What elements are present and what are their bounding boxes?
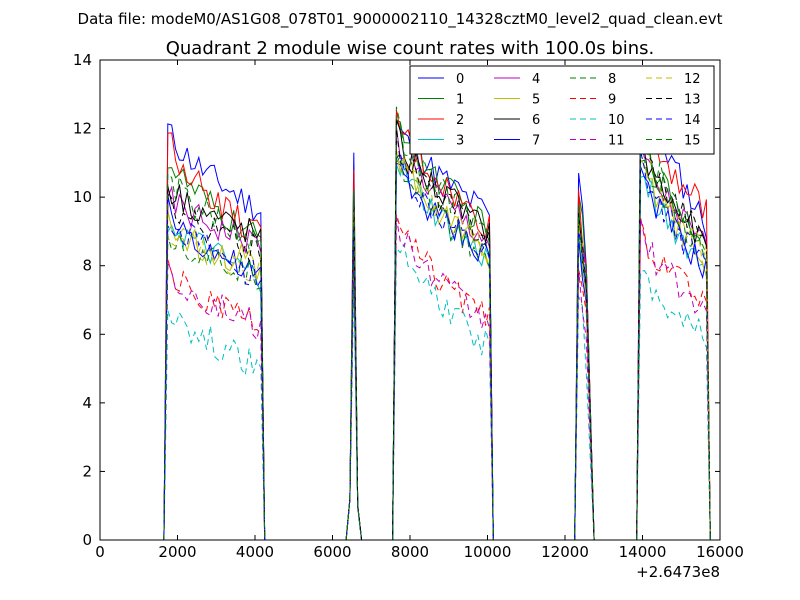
legend-label-7: 7 [532,134,540,149]
x-tick-label: 6000 [313,543,351,561]
y-tick-label: 0 [82,531,92,549]
y-tick-label: 8 [82,257,92,275]
x-tick-label: 16000 [696,543,744,561]
y-tick-label: 4 [82,394,92,412]
x-tick-label: 14000 [619,543,667,561]
legend-label-9: 9 [608,93,616,108]
legend-label-5: 5 [532,93,540,108]
series-line-12 [163,140,711,541]
legend-label-10: 10 [608,113,625,128]
legend-label-0: 0 [456,72,464,87]
x-tick-label: 8000 [391,543,429,561]
y-tick-label: 2 [82,462,92,480]
x-tick-label: 10000 [464,543,512,561]
legend-label-15: 15 [684,134,701,149]
legend-label-11: 11 [608,134,625,149]
chart-suptitle: Data file: modeM0/AS1G08_078T01_90000021… [78,10,723,29]
legend-box [409,65,715,155]
x-axis-offset-label: +2.6473e8 [636,563,720,581]
series-line-9 [163,214,711,541]
legend-label-6: 6 [532,113,540,128]
y-tick-label: 12 [73,120,92,138]
series-line-10 [163,242,711,541]
y-tick-label: 14 [73,51,92,69]
legend-label-4: 4 [532,72,540,87]
series-line-14 [163,151,711,541]
series-line-8 [163,154,711,541]
x-tick-label: 2000 [158,543,196,561]
legend-label-13: 13 [684,93,701,108]
series-line-13 [163,127,711,541]
chart-title: Quadrant 2 module wise count rates with … [166,38,655,59]
ticks-layer: 0 2000 4000 6000 8000 10000 12000 14000 16000 0 2 4… [73,51,744,561]
legend-label-12: 12 [684,72,701,87]
series-line-11 [163,217,711,541]
series-line-15 [163,106,711,541]
x-tick-label: 12000 [541,543,589,561]
legend-label-8: 8 [608,72,616,87]
legend-label-1: 1 [456,93,464,108]
series-layer [163,79,711,541]
y-tick-label: 10 [73,188,92,206]
plot-frame [99,59,721,541]
legend-label-2: 2 [456,113,464,128]
x-tick-label: 4000 [236,543,274,561]
legend-label-14: 14 [684,113,701,128]
y-tick-label: 6 [82,325,92,343]
x-tick-label: 0 [95,543,105,561]
series-line-7 [163,162,711,541]
legend-label-3: 3 [456,134,464,149]
